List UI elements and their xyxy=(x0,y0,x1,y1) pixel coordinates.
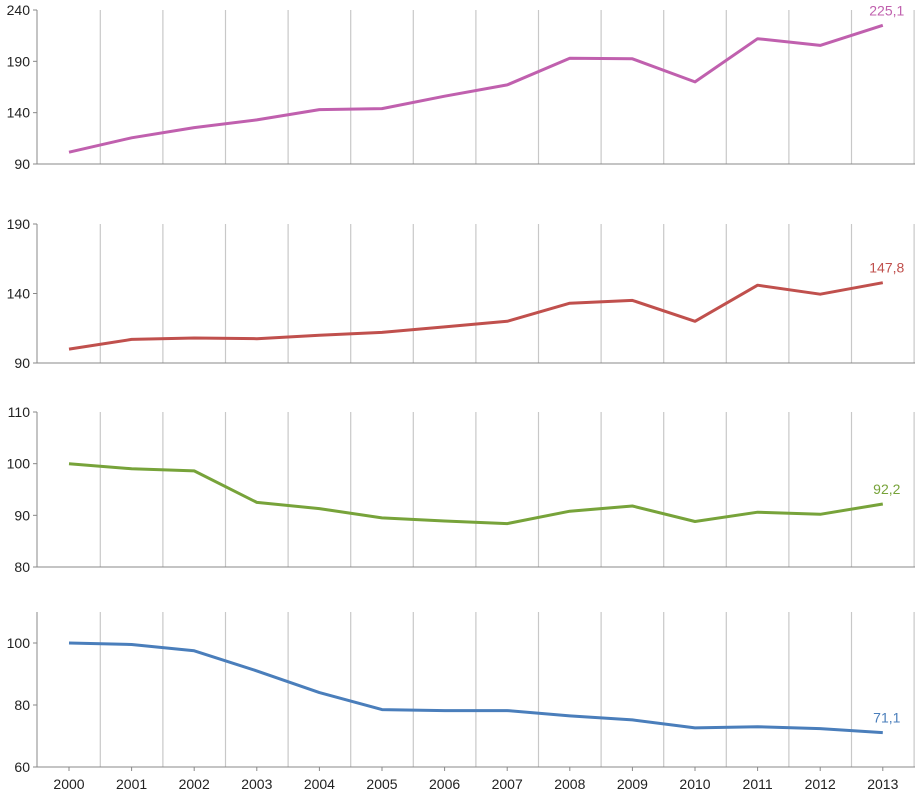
x-tick-label: 2005 xyxy=(366,776,397,792)
data-label: 147,8 xyxy=(869,260,904,276)
series-line xyxy=(68,23,884,154)
y-tick-label: 80 xyxy=(14,697,30,713)
data-label: 92,2 xyxy=(873,481,900,497)
y-tick-label: 90 xyxy=(14,156,30,172)
x-tick-label: 2006 xyxy=(429,776,460,792)
x-tick-label: 2000 xyxy=(53,776,84,792)
x-tick-label: 2004 xyxy=(304,776,335,792)
y-tick-label: 80 xyxy=(14,559,30,575)
y-tick-label: 240 xyxy=(7,2,31,18)
data-label: 225,1 xyxy=(869,2,904,18)
x-tick-label: 2008 xyxy=(554,776,585,792)
y-tick-label: 190 xyxy=(7,216,31,232)
y-tick-label: 90 xyxy=(14,355,30,371)
x-tick-label: 2011 xyxy=(743,776,773,792)
series-line xyxy=(68,462,884,526)
x-tick-label: 2009 xyxy=(617,776,648,792)
chart-panels: 90 140 190 240 225,1 90 140 190 147,8 80 90 100 110 9… xyxy=(7,2,915,775)
y-tick-label: 190 xyxy=(7,53,31,69)
panel-1: 90 140 190 240 225,1 xyxy=(7,2,915,172)
x-axis: 2000 2001 2002 2003 2004 2005 2006 2007 2008 2009… xyxy=(53,767,899,792)
panel-3: 80 90 100 110 92,2 xyxy=(7,404,915,575)
y-tick-label: 100 xyxy=(7,635,31,651)
x-tick-label: 2012 xyxy=(805,776,836,792)
x-tick-label: 2007 xyxy=(492,776,523,792)
y-tick-label: 110 xyxy=(8,404,31,420)
y-tick-label: 140 xyxy=(7,105,31,121)
x-tick-label: 2010 xyxy=(679,776,710,792)
panel-2: 90 140 190 147,8 xyxy=(7,216,915,371)
x-tick-label: 2002 xyxy=(179,776,210,792)
x-tick-label: 2001 xyxy=(116,776,147,792)
y-tick-label: 90 xyxy=(14,507,30,523)
x-tick-label: 2013 xyxy=(867,776,898,792)
y-tick-label: 60 xyxy=(14,759,30,775)
y-tick-label: 140 xyxy=(7,286,31,302)
y-tick-label: 100 xyxy=(7,456,31,472)
x-tick-label: 2003 xyxy=(241,776,272,792)
data-label: 71,1 xyxy=(873,710,900,726)
series-line xyxy=(68,641,883,735)
series-line xyxy=(68,281,884,351)
panel-4: 60 80 100 71,1 xyxy=(7,612,915,775)
vertical-gridlines xyxy=(99,10,915,767)
